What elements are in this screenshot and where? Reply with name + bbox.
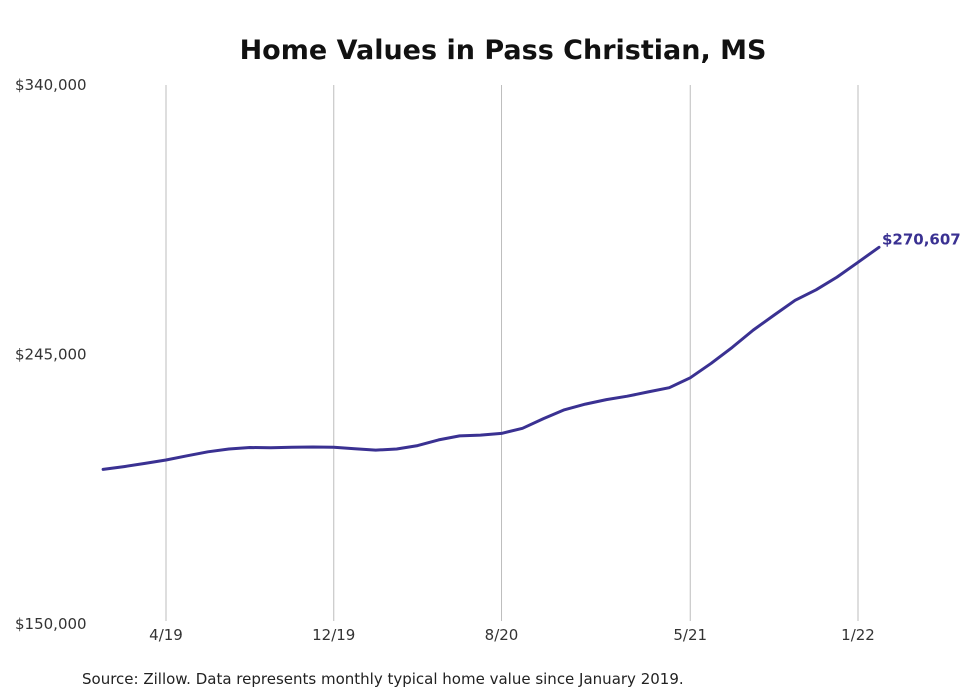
vertical-gridlines: [165, 85, 859, 621]
x-tick-label: 12/19: [312, 626, 355, 644]
x-tick-label: 5/21: [673, 626, 707, 644]
series-line: [101, 245, 881, 471]
x-tick-label: 1/22: [841, 626, 875, 644]
y-axis-tick-labels: $340,000 $245,000 $150,000: [15, 76, 87, 633]
x-tick-label: 4/19: [149, 626, 183, 644]
end-value-label: $270,607: [882, 230, 961, 248]
y-tick-label: $340,000: [15, 76, 87, 94]
source-note: Source: Zillow. Data represents monthly …: [82, 670, 684, 688]
y-tick-label: $150,000: [15, 615, 87, 633]
y-tick-label: $245,000: [15, 346, 87, 364]
series-group: [101, 245, 881, 471]
x-axis-tick-labels: 4/19 12/19 8/20 5/21 1/22: [149, 626, 875, 644]
chart-title: Home Values in Pass Christian, MS: [240, 35, 767, 66]
x-tick-label: 8/20: [485, 626, 519, 644]
